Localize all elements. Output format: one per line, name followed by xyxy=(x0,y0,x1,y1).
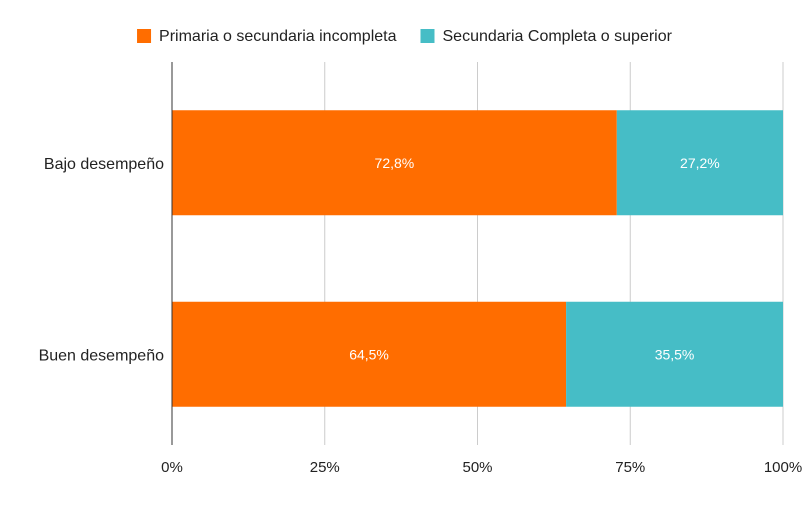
category-label: Bajo desempeño xyxy=(44,156,164,173)
data-label: 64,5% xyxy=(349,346,389,362)
legend-swatch xyxy=(420,29,435,43)
bar-segment xyxy=(566,301,783,407)
x-tick-label: 100% xyxy=(764,459,802,476)
legend-label: Primaria o secundaria incompleta xyxy=(159,28,397,45)
legend-label: Secundaria Completa o superior xyxy=(442,28,672,45)
x-tick-label: 25% xyxy=(310,459,340,476)
bar-segment xyxy=(172,110,617,216)
x-tick-label: 0% xyxy=(161,459,183,476)
x-tick-labels: 0% 25% 50% 75% 100% xyxy=(161,459,802,476)
legend-item: Secundaria Completa o superior xyxy=(420,28,673,45)
x-tick-label: 75% xyxy=(615,459,645,476)
data-label: 27,2% xyxy=(680,155,720,171)
legend: Primaria o secundaria incompleta Secundar… xyxy=(137,28,673,45)
x-tick-label: 50% xyxy=(462,459,492,476)
bar-segment xyxy=(172,301,567,407)
bar-segment xyxy=(616,110,783,216)
data-label: 35,5% xyxy=(655,346,695,362)
data-label: 72,8% xyxy=(375,155,415,171)
legend-swatch xyxy=(137,29,152,43)
bars: 72,8% 27,2% 64,5% 35,5% xyxy=(172,110,783,407)
category-label: Buen desempeño xyxy=(39,347,165,364)
category-labels: Bajo desempeño Buen desempeño xyxy=(39,156,165,365)
legend-item: Primaria o secundaria incompleta xyxy=(137,28,397,45)
